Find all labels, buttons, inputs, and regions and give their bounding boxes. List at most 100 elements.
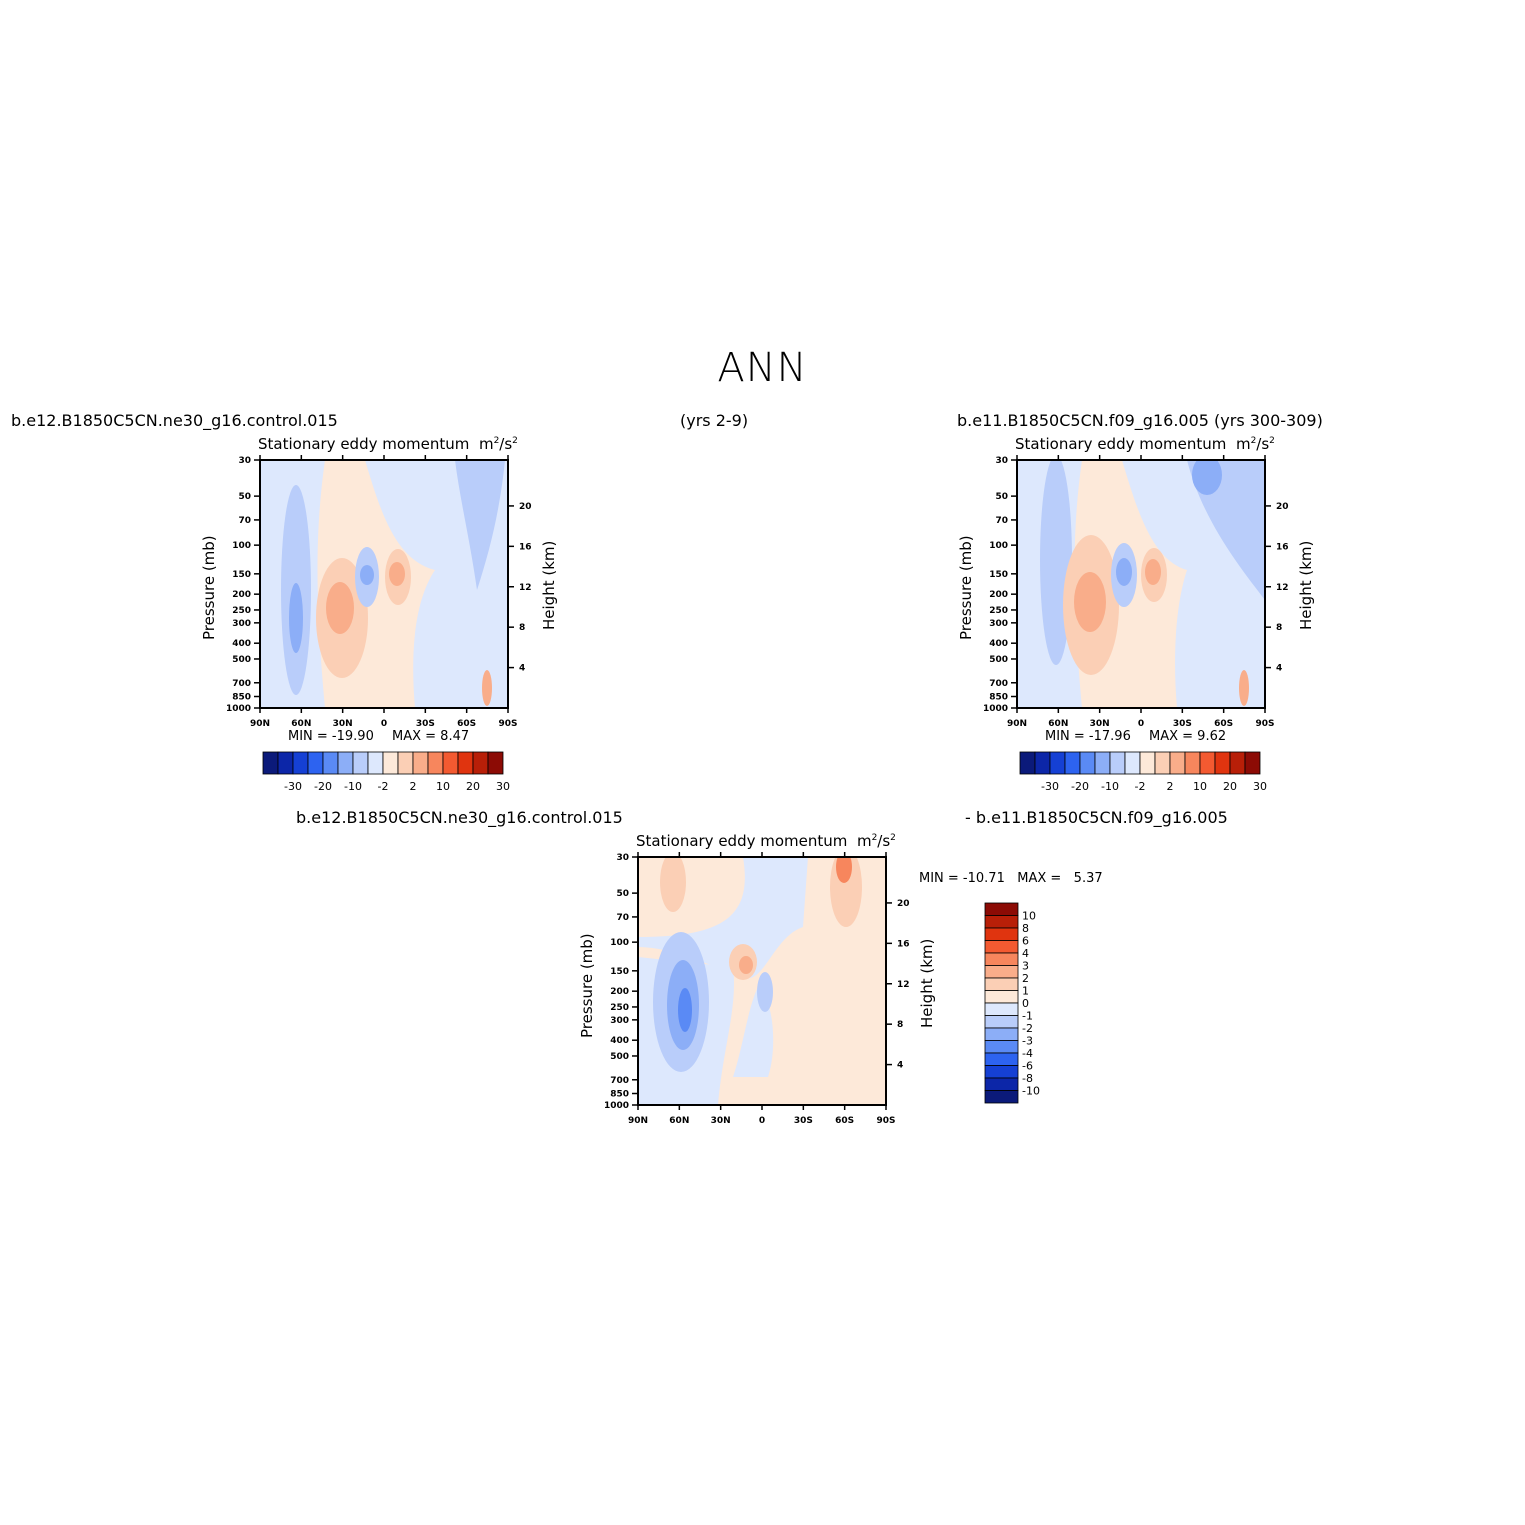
panel2-colorbar: -30 -20 -10 -2 2 10 20 30 bbox=[1019, 751, 1267, 793]
colorbar-box bbox=[1184, 751, 1201, 775]
panel3-y2tick-label: 20 bbox=[897, 899, 910, 909]
colorbar-label: 4 bbox=[1022, 947, 1029, 960]
colorbar-box bbox=[382, 751, 399, 775]
colorbar-box bbox=[984, 1065, 1019, 1079]
colorbar-box bbox=[1169, 751, 1186, 775]
panel1-min: MIN = -19.90 bbox=[288, 729, 374, 744]
colorbar-box bbox=[1199, 751, 1216, 775]
panel3-ytick-label: 500 bbox=[610, 1052, 629, 1062]
panel2-ytick-label: 400 bbox=[989, 639, 1008, 649]
case-label-top-left: b.e12.B1850C5CN.ne30_g16.control.015 bbox=[11, 411, 338, 430]
colorbar-box bbox=[262, 751, 279, 775]
panel3-ytick-label: 30 bbox=[616, 853, 629, 863]
panel2-ytick-label: 100 bbox=[989, 541, 1008, 551]
panel1-title: Stationary eddy momentum m2/s2 bbox=[258, 435, 518, 453]
colorbar-label: 10 bbox=[436, 780, 450, 793]
panel3-xtick-label: 30N bbox=[711, 1116, 731, 1126]
colorbar-label: 2 bbox=[410, 780, 417, 793]
colorbar-box bbox=[984, 977, 1019, 991]
colorbar-label: -2 bbox=[1135, 780, 1146, 793]
colorbar-label: 8 bbox=[1022, 922, 1029, 935]
panel2-xtick-label: 30S bbox=[1173, 719, 1192, 729]
colorbar-box bbox=[367, 751, 384, 775]
panel2-xtick-label: 0 bbox=[1138, 719, 1144, 729]
panel1-xtick-label: 0 bbox=[381, 719, 387, 729]
colorbar-label: 10 bbox=[1193, 780, 1207, 793]
colorbar-label: -20 bbox=[1071, 780, 1089, 793]
years-label-top-center: (yrs 2-9) bbox=[680, 411, 749, 430]
panel1-ytick-label: 150 bbox=[232, 570, 251, 580]
panel2-y2tick-label: 16 bbox=[1276, 542, 1289, 552]
panel3-ytick-label: 100 bbox=[610, 938, 629, 948]
panel1-ytick-label: 30 bbox=[238, 456, 251, 466]
panel2-ytick-label: 700 bbox=[989, 679, 1008, 689]
panel2-ytick-label: 30 bbox=[995, 456, 1008, 466]
panel1-y2tick-label: 4 bbox=[519, 664, 525, 674]
panel2-y2tick-label: 4 bbox=[1276, 664, 1282, 674]
colorbar-label: -10 bbox=[344, 780, 362, 793]
panel3-xtick-label: 90N bbox=[628, 1116, 648, 1126]
panel1-xtick-label: 90N bbox=[250, 719, 270, 729]
panel2-xtick-label: 90N bbox=[1007, 719, 1027, 729]
panel2-xtick-label: 60S bbox=[1214, 719, 1233, 729]
colorbar-label: 20 bbox=[1223, 780, 1237, 793]
colorbar-box bbox=[472, 751, 489, 775]
colorbar-box bbox=[984, 965, 1019, 979]
panel1-y2tick-label: 12 bbox=[519, 583, 532, 593]
colorbar-box bbox=[1214, 751, 1231, 775]
panel2-ytick-label: 70 bbox=[995, 516, 1008, 526]
panel3-ytick-label: 150 bbox=[610, 967, 629, 977]
panel1-ytick-label: 1000 bbox=[226, 704, 251, 714]
colorbar-label: 10 bbox=[1022, 910, 1036, 923]
colorbar-label: 30 bbox=[496, 780, 510, 793]
panel1-ytick-label: 300 bbox=[232, 619, 251, 629]
colorbar-box bbox=[397, 751, 414, 775]
panel1-xtick-label: 60S bbox=[457, 719, 476, 729]
colorbar-label: 3 bbox=[1022, 960, 1029, 973]
panel3-ytick-label: 400 bbox=[610, 1036, 629, 1046]
panel2-ytick-label: 500 bbox=[989, 655, 1008, 665]
panel3-ytick-label: 1000 bbox=[604, 1101, 629, 1111]
colorbar-label: -3 bbox=[1022, 1035, 1033, 1048]
colorbar-label: 1 bbox=[1022, 985, 1029, 998]
colorbar-label: -2 bbox=[378, 780, 389, 793]
panel3-y2tick-label: 12 bbox=[897, 980, 910, 990]
colorbar-box bbox=[427, 751, 444, 775]
colorbar-box bbox=[307, 751, 324, 775]
panel2-title: Stationary eddy momentum m2/s2 bbox=[1015, 435, 1275, 453]
panel3-ytick-label: 850 bbox=[610, 1090, 629, 1100]
colorbar-box bbox=[457, 751, 474, 775]
main-title: ANN bbox=[717, 345, 808, 391]
panel1-ytick-label: 70 bbox=[238, 516, 251, 526]
colorbar-box bbox=[277, 751, 294, 775]
panel1-ytick-label: 100 bbox=[232, 541, 251, 551]
colorbar-box bbox=[1079, 751, 1096, 775]
panel1-ytick-label: 50 bbox=[238, 492, 251, 502]
colorbar-box bbox=[984, 1002, 1019, 1016]
panel1-y2tick-label: 20 bbox=[519, 502, 532, 512]
colorbar-box bbox=[292, 751, 309, 775]
panel3-xtick-label: 60S bbox=[835, 1116, 854, 1126]
panel1-y2tick-label: 16 bbox=[519, 542, 532, 552]
panel3-minmax: MIN = -10.71 MAX = 5.37 bbox=[919, 871, 1103, 886]
panel3-xtick-label: 60N bbox=[669, 1116, 689, 1126]
colorbar-box bbox=[442, 751, 459, 775]
colorbar-label: -10 bbox=[1101, 780, 1119, 793]
panel1-ytick-label: 500 bbox=[232, 655, 251, 665]
panel3-y2tick-label: 4 bbox=[897, 1061, 903, 1071]
panel2-max: MAX = 9.62 bbox=[1149, 729, 1227, 744]
panel1-ytick-label: 700 bbox=[232, 679, 251, 689]
colorbar-label: -30 bbox=[1041, 780, 1059, 793]
colorbar-box bbox=[1154, 751, 1171, 775]
panel3-title: Stationary eddy momentum m2/s2 bbox=[636, 832, 896, 850]
colorbar-box bbox=[984, 940, 1019, 954]
colorbar-label: -8 bbox=[1022, 1072, 1033, 1085]
panel1-y2tick-label: 8 bbox=[519, 623, 525, 633]
colorbar-box bbox=[1019, 751, 1036, 775]
panel3-ytick-label: 70 bbox=[616, 913, 629, 923]
panel1-ytick-label: 250 bbox=[232, 606, 251, 616]
